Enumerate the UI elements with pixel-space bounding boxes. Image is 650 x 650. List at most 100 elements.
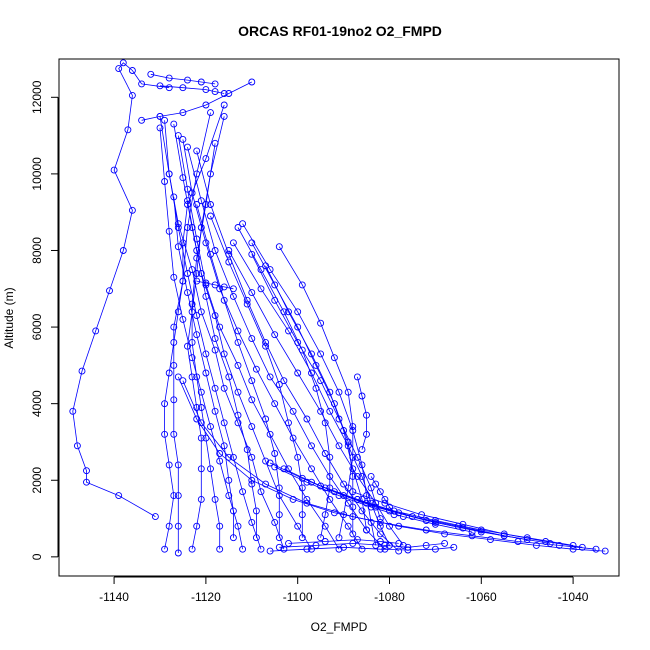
series-line <box>196 150 399 552</box>
data-point <box>179 315 187 323</box>
series-line <box>159 127 243 550</box>
data-point <box>514 538 522 545</box>
data-point <box>73 442 81 450</box>
series-line <box>251 254 381 519</box>
data-point <box>358 392 366 400</box>
data-point <box>298 511 306 519</box>
series-profile-36 <box>285 536 403 547</box>
data-point <box>161 430 169 438</box>
data-point <box>441 530 449 538</box>
data-point <box>321 538 329 545</box>
data-point <box>188 189 196 197</box>
data-point <box>229 239 237 247</box>
series-profile-39 <box>147 70 219 88</box>
data-point <box>601 547 609 555</box>
data-point <box>275 484 283 492</box>
data-point <box>211 88 219 96</box>
data-point <box>202 434 210 442</box>
data-point <box>317 319 325 327</box>
data-point <box>234 388 242 396</box>
data-point <box>161 178 169 185</box>
data-point <box>468 528 476 536</box>
data-point <box>363 430 370 438</box>
data-point <box>353 373 361 381</box>
data-point <box>298 534 306 542</box>
series-line <box>278 246 354 538</box>
data-point <box>229 285 237 293</box>
series-profile-1 <box>69 59 173 521</box>
data-point <box>193 415 201 423</box>
data-point <box>326 495 334 503</box>
data-point <box>211 281 219 289</box>
data-point <box>422 526 430 534</box>
data-point <box>239 488 247 496</box>
data-point <box>578 543 586 551</box>
data-point <box>220 419 228 427</box>
data-point <box>165 170 173 178</box>
data-point <box>275 243 283 251</box>
series-line <box>357 376 367 450</box>
series-line <box>228 250 404 546</box>
data-point <box>184 197 191 205</box>
series-profile-20 <box>193 201 283 542</box>
series-profile-38 <box>156 82 228 97</box>
data-point <box>308 478 315 486</box>
data-point <box>257 545 265 553</box>
data-point <box>174 549 182 557</box>
data-point <box>248 423 256 431</box>
data-point <box>193 522 201 530</box>
data-point <box>294 323 302 331</box>
data-point <box>353 453 361 461</box>
data-point <box>271 331 279 339</box>
y-tick-label: 2000 <box>30 467 44 494</box>
data-point <box>202 201 210 208</box>
data-point <box>184 185 191 193</box>
data-point <box>257 285 265 293</box>
series-profile-21 <box>184 197 260 542</box>
data-point <box>303 415 311 423</box>
data-point <box>193 404 201 411</box>
data-point <box>555 541 563 549</box>
data-point <box>170 120 178 128</box>
series-line <box>274 466 473 533</box>
data-point <box>312 361 320 369</box>
data-point <box>188 545 196 553</box>
y-tick-label: 12000 <box>30 80 44 114</box>
data-point <box>317 482 325 490</box>
x-tick-label: -1100 <box>283 590 313 604</box>
data-point <box>156 124 164 132</box>
data-point <box>138 116 146 124</box>
data-point <box>170 273 178 281</box>
data-point <box>592 545 600 553</box>
data-point <box>211 335 219 343</box>
series-line <box>191 143 221 550</box>
data-point <box>344 388 352 396</box>
data-point <box>211 247 219 254</box>
data-point <box>349 465 357 473</box>
data-point <box>193 270 201 277</box>
data-point <box>285 308 292 316</box>
data-point <box>193 277 201 285</box>
data-point <box>248 476 256 484</box>
data-point <box>349 427 357 434</box>
data-point <box>197 434 205 442</box>
data-point <box>225 90 233 97</box>
data-point <box>358 472 366 480</box>
data-point <box>220 90 228 97</box>
data-point <box>188 373 196 381</box>
data-point <box>207 201 214 208</box>
data-point <box>165 227 173 235</box>
data-point <box>239 545 247 553</box>
data-point <box>165 369 173 377</box>
data-point <box>381 499 389 507</box>
data-point <box>115 492 123 500</box>
data-point <box>193 254 201 262</box>
series-line <box>288 539 399 544</box>
data-point <box>174 132 182 140</box>
data-point <box>161 116 169 124</box>
data-point <box>349 539 357 547</box>
data-point <box>165 74 173 82</box>
data-point <box>243 300 251 308</box>
data-point <box>202 281 210 289</box>
data-point <box>229 292 237 300</box>
